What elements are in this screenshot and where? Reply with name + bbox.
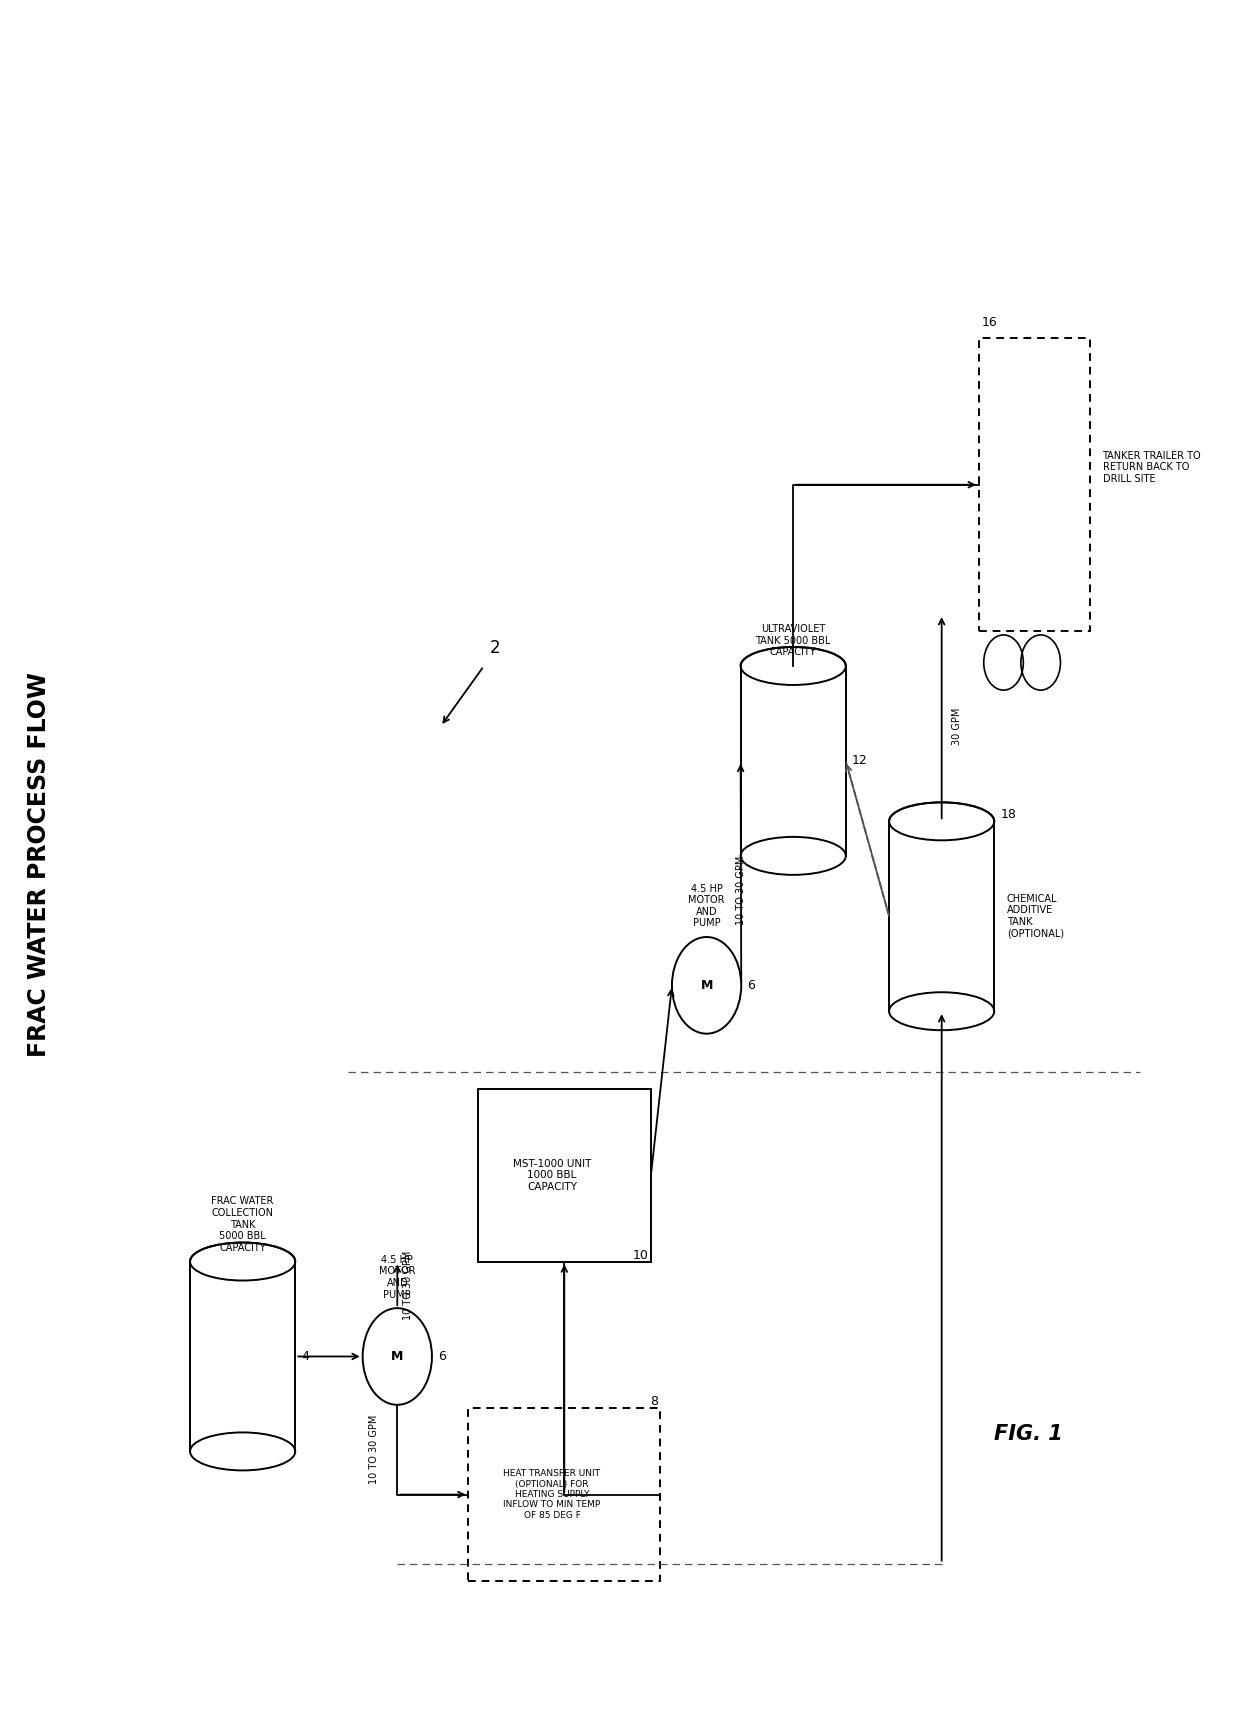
Text: 16: 16 <box>981 316 997 329</box>
Bar <box>978 337 1090 631</box>
Bar <box>477 1089 651 1262</box>
Text: FIG. 1: FIG. 1 <box>994 1425 1063 1444</box>
Text: 6: 6 <box>748 979 755 992</box>
Text: M: M <box>391 1350 403 1362</box>
Text: 2: 2 <box>490 640 501 657</box>
Text: 12: 12 <box>852 754 868 768</box>
Text: 4.5 HP
MOTOR
AND
PUMP: 4.5 HP MOTOR AND PUMP <box>379 1255 415 1300</box>
Text: HEAT TRANSFER UNIT
(OPTIONAL) FOR
HEATING SUPPLY
INFLOW TO MIN TEMP
OF 85 DEG F: HEAT TRANSFER UNIT (OPTIONAL) FOR HEATIN… <box>503 1470 600 1520</box>
Text: 18: 18 <box>1001 809 1017 821</box>
Text: ULTRAVIOLET
TANK 5000 BBL
CAPACITY: ULTRAVIOLET TANK 5000 BBL CAPACITY <box>755 624 831 657</box>
Text: 10 TO 30 GPM: 10 TO 30 GPM <box>735 856 746 925</box>
Bar <box>469 1407 660 1580</box>
Text: 30 GPM: 30 GPM <box>951 707 961 745</box>
Text: 4.5 HP
MOTOR
AND
PUMP: 4.5 HP MOTOR AND PUMP <box>688 884 725 928</box>
Text: 10: 10 <box>632 1248 649 1262</box>
Text: 10 TO 30 GPM: 10 TO 30 GPM <box>403 1250 413 1319</box>
Text: CHEMICAL
ADDITIVE
TANK
(OPTIONAL): CHEMICAL ADDITIVE TANK (OPTIONAL) <box>1007 894 1064 939</box>
Text: 10 TO 30 GPM: 10 TO 30 GPM <box>368 1414 378 1485</box>
Text: TANKER TRAILER TO
RETURN BACK TO
DRILL SITE: TANKER TRAILER TO RETURN BACK TO DRILL S… <box>1102 451 1202 484</box>
Text: MST-1000 UNIT
1000 BBL
CAPACITY: MST-1000 UNIT 1000 BBL CAPACITY <box>513 1158 591 1191</box>
Text: FRAC WATER PROCESS FLOW: FRAC WATER PROCESS FLOW <box>26 673 51 1056</box>
Text: M: M <box>701 979 713 992</box>
Text: 4: 4 <box>301 1350 309 1362</box>
Text: 6: 6 <box>438 1350 446 1362</box>
Text: 8: 8 <box>650 1395 657 1407</box>
Text: FRAC WATER
COLLECTION
TANK
5000 BBL
CAPACITY: FRAC WATER COLLECTION TANK 5000 BBL CAPA… <box>212 1196 274 1254</box>
